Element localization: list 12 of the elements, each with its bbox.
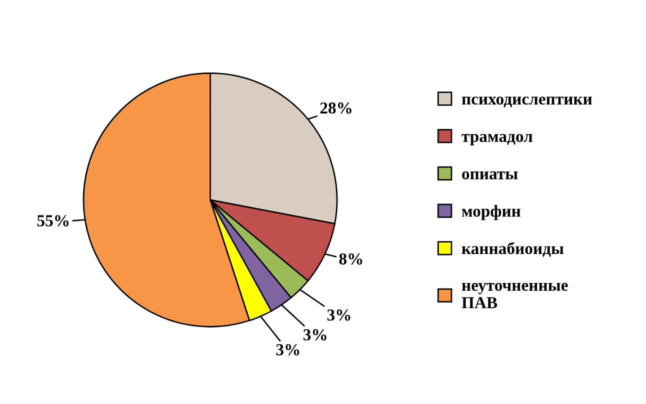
data-label: 28% — [320, 102, 352, 114]
legend-label: психодислептики — [462, 96, 592, 108]
data-label: 55% — [37, 215, 69, 226]
data-label: 8% — [339, 253, 362, 265]
legend-label: морфин — [462, 205, 520, 220]
data-label: 3% — [304, 329, 326, 340]
legend-label: опиаты — [462, 171, 518, 180]
data-label: 3% — [276, 344, 300, 356]
data-label: 3% — [327, 309, 350, 321]
legend-label: каннабиоиды — [462, 242, 564, 257]
legend-label: неуточненные ПАВ — [462, 282, 568, 308]
legend-label: трамадол — [462, 134, 532, 146]
